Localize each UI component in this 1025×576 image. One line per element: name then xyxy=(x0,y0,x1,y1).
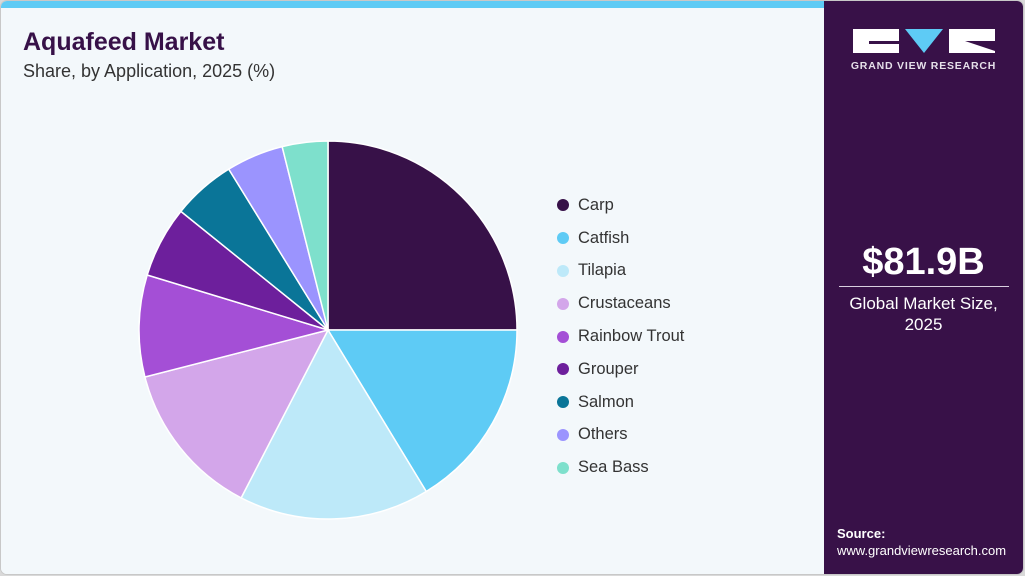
pie-slice-carp xyxy=(327,140,518,331)
pie-slice-sea-bass xyxy=(281,140,329,331)
legend-label: Sea Bass xyxy=(578,458,649,477)
source-label: Source: xyxy=(837,526,886,541)
market-size-label-line1: Global Market Size, xyxy=(849,294,998,313)
legend-label: Carp xyxy=(578,195,614,214)
legend-item: Grouper xyxy=(557,353,684,386)
legend-item: Rainbow Trout xyxy=(557,320,684,353)
market-size-value: $81.9B xyxy=(862,241,985,283)
divider xyxy=(839,286,1009,287)
legend-item: Sea Bass xyxy=(557,451,684,484)
legend-label: Grouper xyxy=(578,359,639,378)
legend-dot-icon xyxy=(557,330,569,343)
legend-item: Tilapia xyxy=(557,255,684,288)
legend-dot-icon xyxy=(557,461,569,474)
legend-label: Others xyxy=(578,425,628,444)
pie-slice-crustaceans xyxy=(144,328,330,499)
legend-item: Catfish xyxy=(557,222,684,255)
legend-dot-icon xyxy=(557,199,569,212)
market-size-label-line2: 2025 xyxy=(904,315,943,334)
legend-label: Crustaceans xyxy=(578,294,671,313)
legend-label: Rainbow Trout xyxy=(578,327,685,346)
legend-dot-icon xyxy=(557,428,569,441)
legend-label: Tilapia xyxy=(578,261,626,280)
pie-chart xyxy=(138,140,518,520)
legend-label: Catfish xyxy=(578,228,630,247)
source-link[interactable]: www.grandviewresearch.com xyxy=(837,543,1007,558)
legend-dot-icon xyxy=(557,363,569,376)
legend-item: Salmon xyxy=(557,386,684,419)
chart-subtitle: Share, by Application, 2025 (%) xyxy=(23,61,276,81)
legend-dot-icon xyxy=(557,396,569,409)
legend-label: Salmon xyxy=(578,392,634,411)
legend-item: Carp xyxy=(557,189,684,222)
pie-slice-tilapia xyxy=(240,328,428,520)
legend-dot-icon xyxy=(557,232,569,245)
legend-dot-icon xyxy=(557,297,569,310)
logo-text: GRAND VIEW RESEARCH xyxy=(850,60,997,72)
chart-legend: Carp Catfish Tilapia Crustaceans Rainbow Tro… xyxy=(557,189,684,484)
legend-item: Others xyxy=(557,419,684,452)
grand-view-research-logo-icon xyxy=(853,29,995,53)
pie-slice-rainbow-trout xyxy=(138,274,331,378)
sidebar: GRAND VIEW RESEARCH $81.9B Global Market… xyxy=(824,1,1023,574)
legend-item: Crustaceans xyxy=(557,287,684,320)
market-size-label: Global Market Size, 2025 xyxy=(824,293,1023,335)
accent-bar xyxy=(1,1,824,8)
pie-slice-catfish xyxy=(326,329,518,493)
chart-title: Aquafeed Market xyxy=(23,28,225,56)
legend-dot-icon xyxy=(557,264,569,277)
